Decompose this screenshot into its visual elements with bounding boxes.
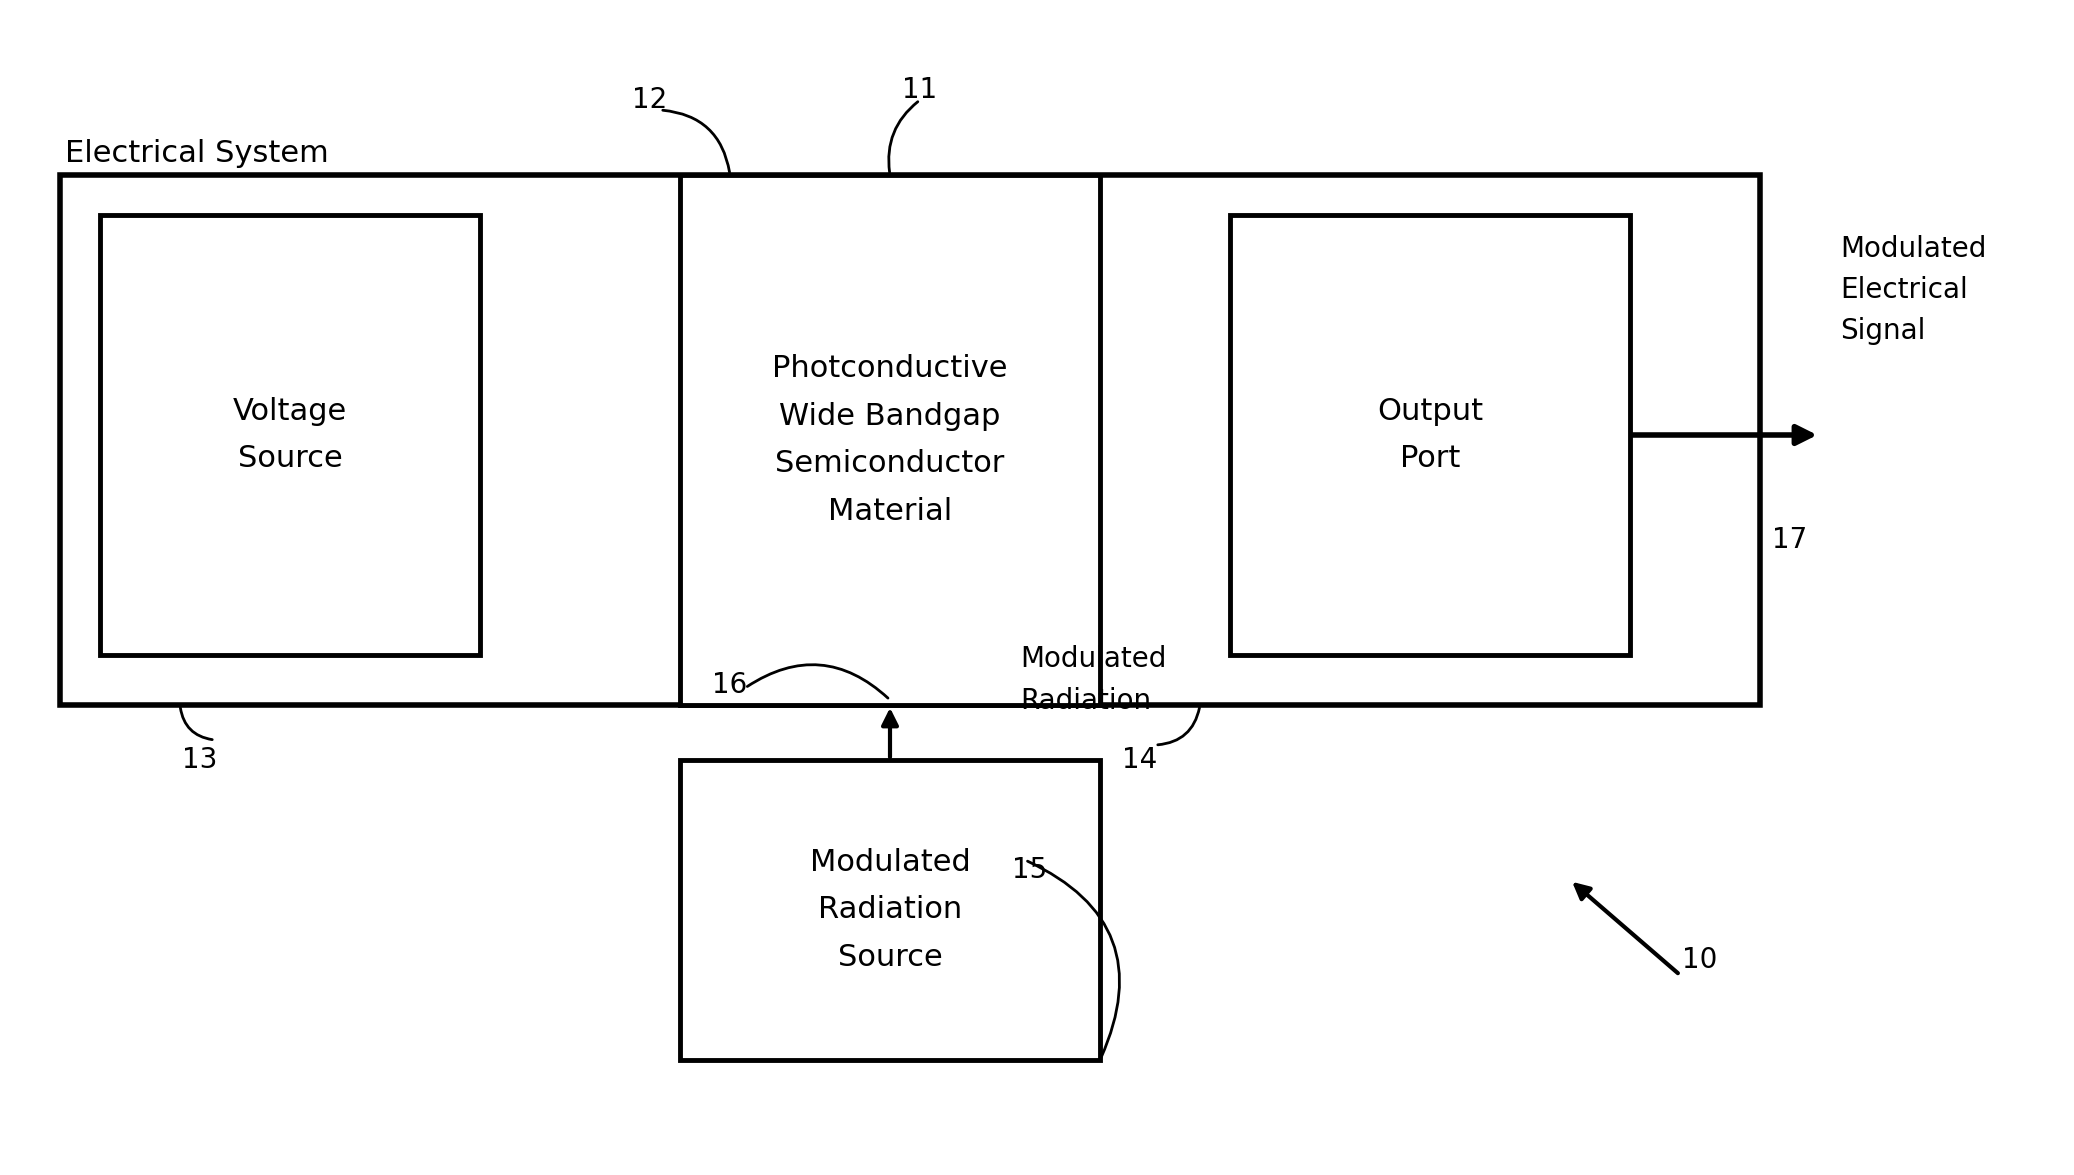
Bar bbox=[680, 760, 1099, 1060]
Text: 13: 13 bbox=[183, 746, 218, 774]
FancyArrowPatch shape bbox=[664, 110, 730, 173]
Text: Voltage
Source: Voltage Source bbox=[232, 397, 346, 474]
FancyArrowPatch shape bbox=[1027, 861, 1120, 1058]
Text: 15: 15 bbox=[1012, 857, 1047, 884]
Text: 17: 17 bbox=[1773, 526, 1809, 553]
Text: Modulated
Radiation
Source: Modulated Radiation Source bbox=[809, 848, 971, 972]
FancyArrowPatch shape bbox=[747, 665, 888, 698]
Bar bbox=[1230, 215, 1630, 654]
Text: 11: 11 bbox=[902, 76, 937, 105]
Text: Photconductive
Wide Bandgap
Semiconductor
Material: Photconductive Wide Bandgap Semiconducto… bbox=[772, 355, 1008, 525]
Text: Modulated
Electrical
Signal: Modulated Electrical Signal bbox=[1840, 235, 1987, 345]
Bar bbox=[100, 215, 479, 654]
Bar bbox=[680, 175, 1099, 705]
Text: Output
Port: Output Port bbox=[1377, 397, 1483, 474]
Text: 10: 10 bbox=[1682, 946, 1717, 974]
Text: Modulated
Radiation: Modulated Radiation bbox=[1020, 645, 1166, 714]
Text: Electrical System: Electrical System bbox=[64, 139, 330, 168]
FancyArrowPatch shape bbox=[180, 707, 212, 739]
Text: 16: 16 bbox=[711, 671, 747, 699]
FancyArrowPatch shape bbox=[890, 102, 919, 173]
FancyArrowPatch shape bbox=[1157, 707, 1199, 745]
Text: 12: 12 bbox=[633, 86, 668, 114]
Bar bbox=[60, 175, 1761, 705]
Text: 14: 14 bbox=[1122, 746, 1157, 774]
